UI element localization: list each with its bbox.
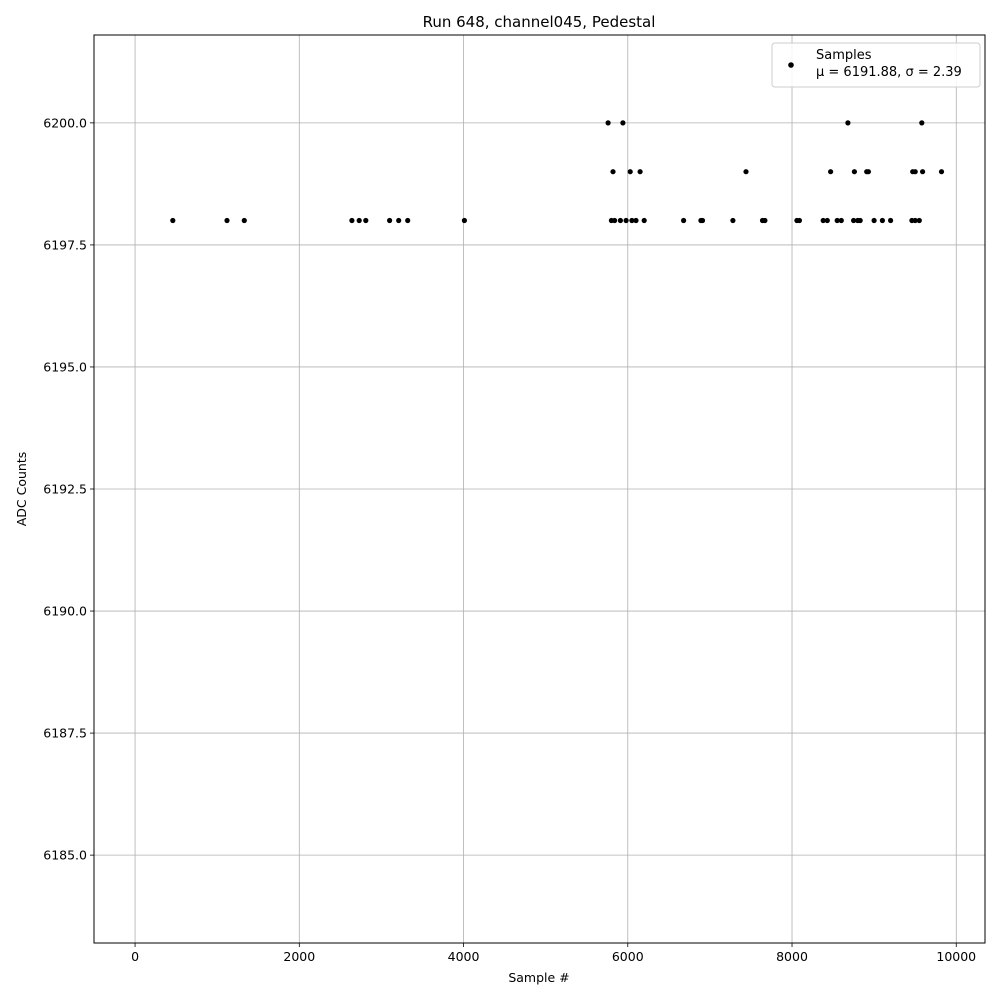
x-axis-ticks: 0 2000 4000 6000 8000 10000 bbox=[131, 943, 976, 964]
data-point bbox=[730, 217, 736, 224]
data-point bbox=[845, 120, 851, 126]
x-tick-label: 6000 bbox=[612, 949, 644, 964]
data-point bbox=[461, 217, 467, 224]
y-tick-label: 6197.5 bbox=[43, 237, 87, 252]
data-point bbox=[851, 169, 858, 175]
data-point bbox=[743, 169, 749, 175]
data-point bbox=[605, 120, 611, 126]
data-point bbox=[633, 217, 639, 224]
y-tick-label: 6187.5 bbox=[43, 726, 87, 741]
x-tick-label: 4000 bbox=[448, 949, 480, 964]
data-point bbox=[920, 169, 926, 175]
data-point bbox=[612, 217, 618, 224]
chart-title: Run 648, channel045, Pedestal bbox=[423, 13, 656, 31]
data-point bbox=[349, 217, 355, 224]
data-point bbox=[610, 169, 616, 175]
data-point bbox=[916, 217, 922, 224]
legend-series-name: Samples bbox=[816, 48, 872, 63]
x-tick-label: 0 bbox=[131, 949, 139, 964]
data-point bbox=[617, 217, 624, 224]
data-point bbox=[627, 169, 633, 175]
data-point bbox=[405, 217, 411, 224]
data-point bbox=[629, 217, 635, 224]
data-point bbox=[623, 217, 629, 224]
data-point bbox=[762, 217, 768, 224]
data-point bbox=[170, 217, 176, 224]
data-point bbox=[699, 217, 706, 224]
legend-stats-label: μ = 6191.88, σ = 2.39 bbox=[816, 65, 962, 80]
legend-box bbox=[771, 42, 981, 88]
x-tick-label: 10000 bbox=[936, 949, 976, 964]
data-point bbox=[871, 217, 877, 224]
data-point bbox=[912, 169, 918, 175]
data-point bbox=[912, 217, 918, 224]
data-point bbox=[637, 169, 643, 175]
y-tick-label: 6190.0 bbox=[43, 604, 87, 619]
data-point bbox=[888, 217, 894, 224]
data-point bbox=[241, 217, 247, 224]
data-point bbox=[681, 217, 687, 224]
data-point bbox=[938, 169, 945, 175]
y-tick-label: 6200.0 bbox=[43, 115, 87, 130]
data-point bbox=[387, 217, 393, 224]
data-point bbox=[224, 217, 230, 224]
data-point bbox=[396, 217, 402, 224]
y-tick-label: 6185.0 bbox=[43, 848, 87, 863]
data-point bbox=[834, 217, 840, 224]
grid-lines bbox=[94, 35, 985, 943]
legend: Samples μ = 6191.88, σ = 2.39 bbox=[771, 42, 981, 88]
data-point bbox=[363, 217, 369, 224]
data-point bbox=[824, 217, 830, 224]
y-axis-ticks: 6185.0 6187.5 6190.0 6192.5 6195.0 6197.5 6200… bbox=[43, 115, 94, 863]
data-point bbox=[620, 120, 626, 126]
y-tick-label: 6195.0 bbox=[43, 359, 87, 374]
data-points bbox=[170, 120, 945, 224]
x-axis-title: Sample # bbox=[508, 970, 569, 985]
y-tick-label: 6192.5 bbox=[43, 482, 87, 497]
x-tick-label: 8000 bbox=[776, 949, 808, 964]
data-point bbox=[879, 217, 886, 224]
y-axis-title: ADC Counts bbox=[14, 452, 29, 527]
legend-marker bbox=[788, 62, 794, 68]
data-point bbox=[356, 217, 362, 224]
data-point bbox=[919, 120, 925, 126]
data-point bbox=[851, 217, 857, 224]
x-tick-label: 2000 bbox=[283, 949, 315, 964]
data-point bbox=[865, 169, 872, 175]
data-point bbox=[857, 217, 863, 224]
data-point bbox=[796, 217, 803, 224]
data-point bbox=[838, 217, 844, 224]
data-point bbox=[641, 217, 647, 224]
data-point bbox=[828, 169, 834, 175]
data-point bbox=[820, 217, 826, 224]
